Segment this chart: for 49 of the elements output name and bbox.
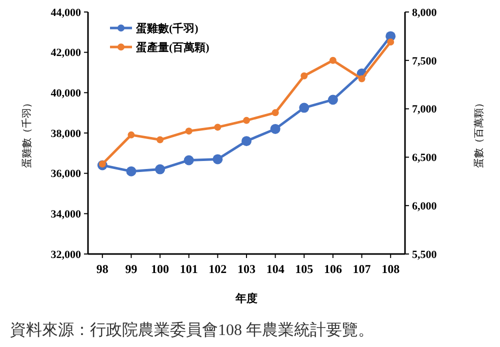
y-tick-label: 34,000 xyxy=(50,208,82,221)
y2-tick-label: 5,500 xyxy=(412,248,438,261)
point xyxy=(212,154,223,164)
x-tick-label: 103 xyxy=(238,262,256,276)
y-tick-label: 32,000 xyxy=(50,248,82,261)
x-tick-label: 108 xyxy=(382,262,400,276)
x-tick-label: 104 xyxy=(266,262,284,276)
point xyxy=(184,155,194,166)
point xyxy=(155,164,166,174)
legend-label: 蛋雞數(千羽) xyxy=(135,22,199,35)
point xyxy=(300,72,308,80)
x-tick-label: 98 xyxy=(96,262,108,276)
point xyxy=(328,94,338,105)
x-axis-title: 年度 xyxy=(234,292,258,305)
y2-tick-label: 7,500 xyxy=(412,55,438,68)
point xyxy=(299,102,310,113)
x-tick-label: 100 xyxy=(151,262,170,276)
y2-tick-label: 6,500 xyxy=(412,152,438,164)
point xyxy=(243,116,250,124)
y-tick-label: 44,000 xyxy=(50,6,82,19)
point xyxy=(98,160,106,168)
y2-tick-label: 6,000 xyxy=(412,200,438,212)
y-tick-label: 42,000 xyxy=(50,47,82,60)
y2-tick-label: 7,000 xyxy=(412,104,438,116)
y2-axis-title: 蛋數（百萬顆） xyxy=(473,98,485,168)
x-tick-label: 102 xyxy=(208,262,227,276)
point xyxy=(128,131,135,138)
y-tick-label: 36,000 xyxy=(50,168,82,180)
x-tick-label: 105 xyxy=(295,262,314,276)
source-note: 資料來源：行政院農業委員會108 年農業統計要覽。 xyxy=(10,321,374,339)
x-tick-label: 107 xyxy=(352,262,371,276)
point xyxy=(126,166,136,176)
point xyxy=(329,56,336,64)
x-tick-label: 106 xyxy=(324,262,342,276)
point xyxy=(242,136,252,146)
point xyxy=(185,128,192,135)
point xyxy=(272,109,279,116)
x-tick-label: 99 xyxy=(125,262,138,276)
point xyxy=(270,124,280,134)
y-axis-title: 蛋雞數（千羽） xyxy=(21,98,33,168)
point xyxy=(214,124,222,131)
y2-tick-label: 8,000 xyxy=(412,6,438,19)
point xyxy=(387,38,394,46)
x-tick-label: 101 xyxy=(180,262,198,276)
legend-label: 蛋產量(百萬顆) xyxy=(135,40,210,54)
point xyxy=(156,136,164,144)
point xyxy=(358,75,366,82)
y-tick-label: 40,000 xyxy=(50,88,82,100)
y-tick-label: 38,000 xyxy=(50,128,82,140)
